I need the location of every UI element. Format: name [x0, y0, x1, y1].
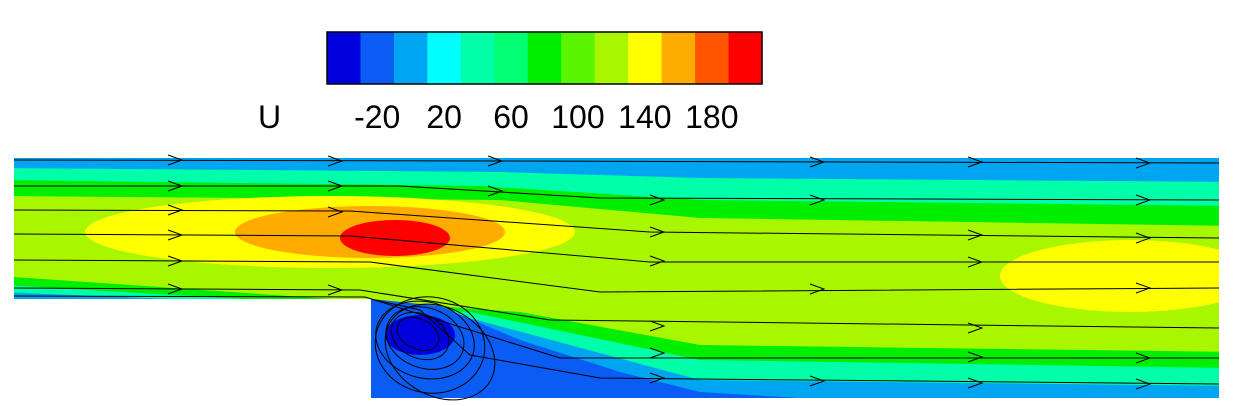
colorbar-cells: [327, 32, 763, 84]
colorbar-cell: [594, 32, 629, 84]
colorbar-cell: [460, 32, 495, 84]
arrow-mark: [1135, 282, 1152, 294]
arrow-mark: [1135, 194, 1152, 206]
arrow-mark: [487, 155, 504, 167]
contour-field: [14, 158, 1219, 398]
arrow-mark: [967, 229, 984, 241]
colorbar-tick-label: 20: [426, 99, 462, 135]
arrow-mark: [167, 229, 184, 241]
vortex-loop: [385, 306, 465, 370]
colorbar-cell: [427, 32, 462, 84]
arrow-mark: [809, 194, 826, 206]
vortex-loop: [375, 300, 475, 380]
variable-label: U: [258, 99, 281, 135]
colorbar-tick-label: 140: [618, 99, 671, 135]
arrow-mark: [809, 156, 826, 168]
streamline-arrows: [167, 154, 1152, 390]
colorbar-cell: [561, 32, 596, 84]
colorbar-cell: [393, 32, 428, 84]
arrow-mark: [649, 372, 666, 384]
contour-band-red: [340, 220, 450, 256]
arrow-mark: [327, 155, 344, 167]
streamline: [370, 298, 1220, 385]
streamline: [13, 259, 1220, 293]
colorbar-tick-label: 180: [685, 99, 738, 135]
recirculation-core: [385, 315, 455, 355]
arrow-mark: [167, 154, 184, 166]
colorbar-cell: [494, 32, 529, 84]
vortex-loop: [384, 303, 496, 401]
colorbar: [326, 31, 763, 85]
colorbar-cell: [527, 32, 562, 84]
arrow-mark: [809, 283, 826, 295]
arrow-mark: [967, 351, 984, 363]
colorbar-tick-label: 100: [551, 99, 604, 135]
colorbar-border: [326, 31, 763, 85]
vortex-loop: [396, 317, 440, 351]
colorbar-cell: [728, 32, 763, 84]
arrow-mark: [327, 180, 344, 192]
colorbar-tick-labels: -20 20 60 100 140 180: [354, 99, 738, 135]
arrow-mark: [809, 375, 826, 387]
colorbar-cell: [628, 32, 663, 84]
streamline: [13, 287, 1220, 329]
contour-band-orange-right: [1000, 240, 1219, 312]
arrow-mark: [487, 185, 504, 197]
vortex-loop: [390, 311, 450, 361]
arrow-mark: [649, 194, 666, 206]
arrow-mark: [167, 255, 184, 267]
colorbar-cell: [695, 32, 730, 84]
arrow-mark: [649, 226, 666, 238]
colorbar-cell: [661, 32, 696, 84]
arrow-mark: [327, 206, 344, 218]
arrow-mark: [1135, 232, 1152, 244]
arrow-mark: [1135, 157, 1152, 169]
arrow-mark: [327, 284, 344, 296]
arrow-mark: [167, 283, 184, 295]
colorbar-tick-label: -20: [354, 99, 400, 135]
arrow-mark: [1135, 378, 1152, 390]
colorbar-cell: [327, 32, 362, 84]
arrow-mark: [1135, 352, 1152, 364]
arrow-mark: [649, 320, 666, 332]
arrow-mark: [167, 180, 184, 192]
arrow-mark: [967, 156, 984, 168]
arrow-mark: [967, 377, 984, 389]
arrow-mark: [967, 256, 984, 268]
arrow-mark: [649, 255, 666, 267]
arrow-mark: [167, 204, 184, 216]
arrow-mark: [649, 347, 666, 359]
streamline: [13, 159, 1220, 164]
colorbar-tick-label: 60: [493, 99, 529, 135]
colorbar-cell: [360, 32, 395, 84]
arrow-mark: [967, 322, 984, 334]
vortex-loop: [374, 296, 486, 394]
